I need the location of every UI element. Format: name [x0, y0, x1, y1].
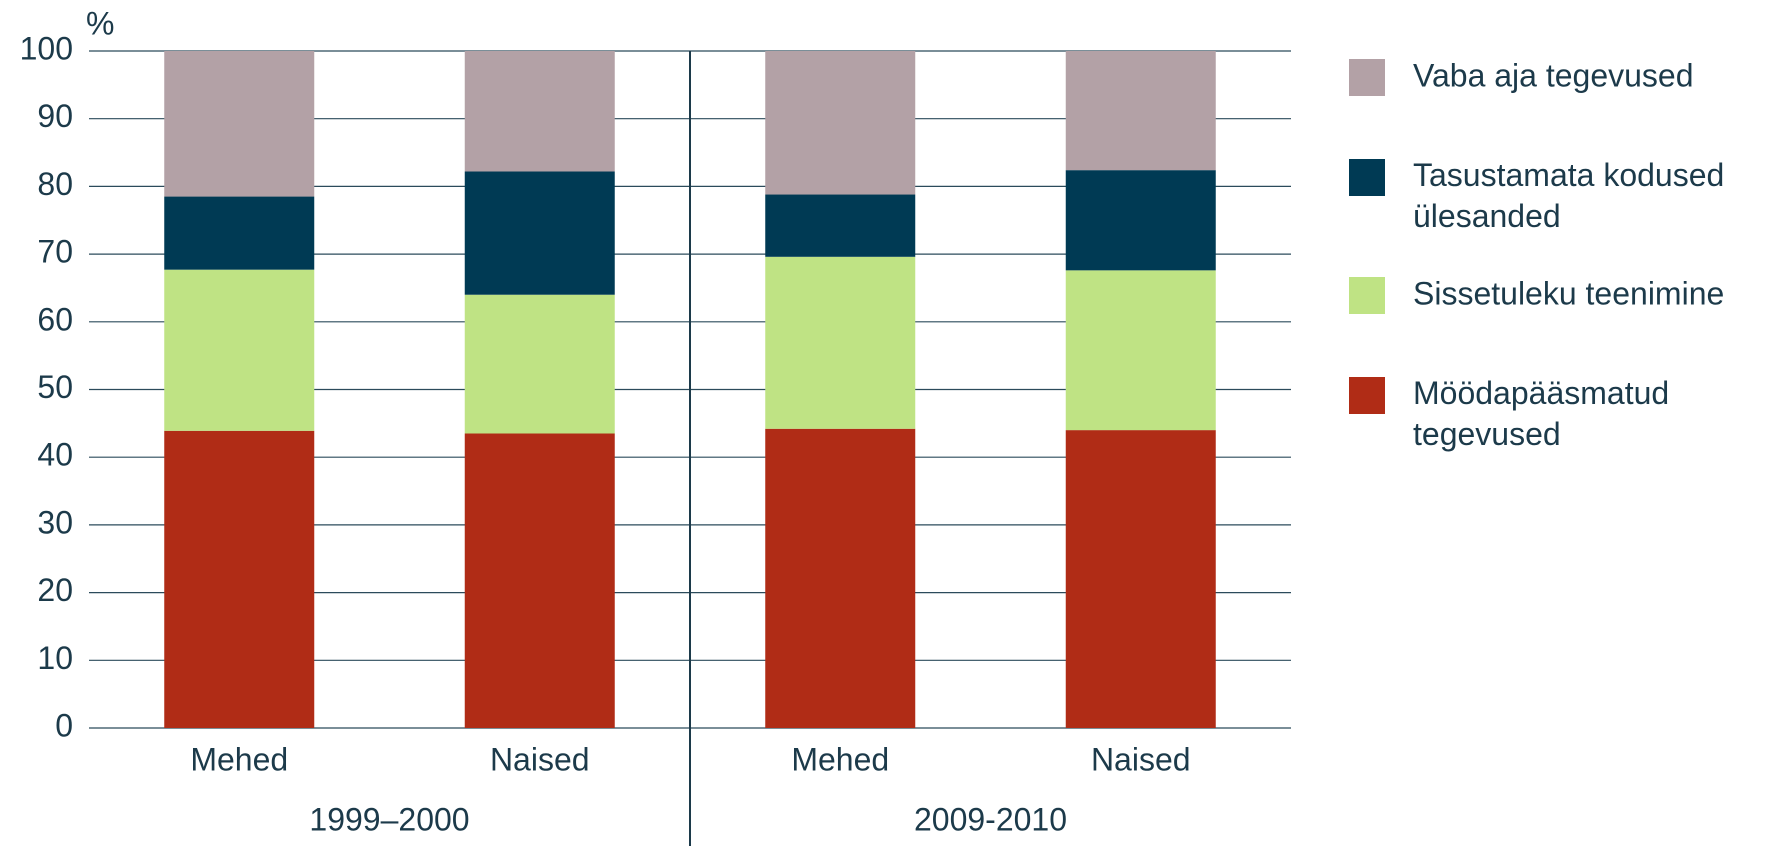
bar-segment — [1065, 270, 1216, 431]
bar-segment — [765, 51, 916, 195]
bar-segment — [1065, 430, 1216, 728]
legend-swatch — [1349, 59, 1385, 96]
legend-swatch — [1349, 159, 1385, 196]
legend-swatch — [1349, 377, 1385, 414]
group-label: 1999–2000 — [309, 801, 469, 837]
legend-line: Möödapääsmatud — [1413, 375, 1669, 411]
bar-segment — [464, 51, 615, 172]
y-tick-label: 10 — [37, 640, 73, 676]
bar-segment — [464, 433, 615, 728]
bar-segment — [164, 51, 315, 197]
legend-line: ülesanded — [1413, 198, 1561, 234]
bar-segment — [765, 194, 916, 257]
legend-label: Sissetuleku teenimine — [1413, 275, 1724, 311]
legend-line: Tasustamata kodused — [1413, 157, 1724, 193]
bar-segment — [164, 196, 315, 270]
y-tick-label: 40 — [37, 437, 73, 473]
y-tick-label: 30 — [37, 504, 73, 540]
legend-label: Tasustamata kodused ülesanded — [1413, 157, 1724, 234]
y-tick-label: 0 — [55, 707, 73, 743]
y-tick-label: 80 — [37, 166, 73, 202]
legend-label: Vaba aja tegevused — [1413, 57, 1694, 93]
y-unit-label: % — [86, 5, 114, 41]
bar-segment — [1065, 170, 1216, 271]
x-tick-label: Mehed — [791, 741, 889, 777]
legend-swatch — [1349, 277, 1385, 314]
y-tick-label: 100 — [20, 30, 73, 66]
bar-segment — [464, 294, 615, 434]
bar-segment — [765, 428, 916, 728]
y-tick-label: 90 — [37, 98, 73, 134]
x-tick-label: Naised — [1091, 741, 1191, 777]
legend-line: tegevused — [1413, 416, 1561, 452]
y-tick-label: 70 — [37, 234, 73, 270]
bar-segment — [164, 430, 315, 728]
bar-segment — [164, 269, 315, 431]
y-tick-label: 60 — [37, 301, 73, 337]
legend-label: Möödapääsmatud tegevused — [1413, 375, 1669, 452]
y-tick-label: 20 — [37, 572, 73, 608]
bar-segment — [765, 256, 916, 429]
y-tick-label: 50 — [37, 369, 73, 405]
bar-segment — [1065, 51, 1216, 171]
x-tick-label: Mehed — [190, 741, 288, 777]
bar-segment — [464, 171, 615, 295]
group-label: 2009-2010 — [914, 801, 1067, 837]
x-tick-label: Naised — [490, 741, 590, 777]
